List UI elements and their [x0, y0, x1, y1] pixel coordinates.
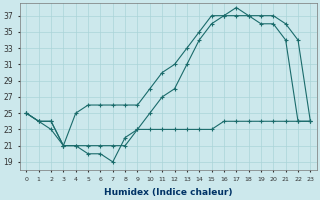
- X-axis label: Humidex (Indice chaleur): Humidex (Indice chaleur): [104, 188, 233, 197]
